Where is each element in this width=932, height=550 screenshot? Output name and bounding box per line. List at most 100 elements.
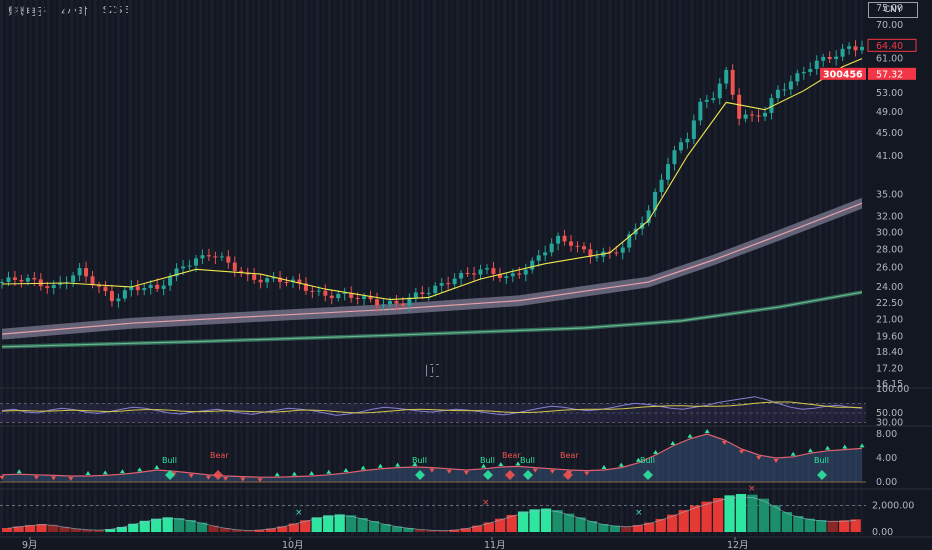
macd-bar <box>644 522 655 532</box>
candle-body <box>19 279 24 282</box>
candle-body <box>116 298 121 302</box>
macd-bar <box>139 520 150 532</box>
macd-bar <box>414 529 426 532</box>
background-stripe <box>280 0 284 535</box>
macd-bar <box>563 513 575 532</box>
background-stripe <box>81 0 86 535</box>
macd-bar <box>552 510 563 532</box>
candle-body <box>620 247 625 253</box>
macd-bar <box>174 518 185 532</box>
background-stripe <box>625 0 630 535</box>
candle-body <box>109 291 114 302</box>
candle-body <box>814 60 819 69</box>
background-stripe <box>380 0 384 535</box>
macd-bar <box>655 518 666 532</box>
background-stripe <box>707 0 712 535</box>
background-stripe <box>5 0 10 535</box>
background-stripe <box>737 0 741 535</box>
rsi-axis-tick: 30.00 <box>876 418 903 429</box>
macd-bar <box>735 494 747 532</box>
background-stripe <box>64 0 68 535</box>
candle-body <box>763 112 768 117</box>
time-axis-tick: 11月 <box>484 540 506 550</box>
background-stripe <box>754 0 758 535</box>
trend-up-marker <box>326 469 332 474</box>
macd-bar <box>24 525 36 532</box>
candle-body <box>142 288 147 291</box>
price-axis-tick: 32.00 <box>876 212 903 223</box>
background-stripe <box>228 0 232 535</box>
macd-bar <box>495 518 506 532</box>
macd-bar <box>254 529 265 532</box>
price-axis-tick: 17.20 <box>876 364 903 375</box>
rsi-line <box>1 396 863 416</box>
candle-body <box>439 283 444 286</box>
background-stripe <box>274 0 279 535</box>
background-stripe <box>438 0 442 535</box>
background-stripe <box>421 0 425 535</box>
candle-body <box>252 274 257 280</box>
background-stripe <box>432 0 437 535</box>
trend-down-marker <box>223 477 229 481</box>
background-stripe <box>204 0 208 535</box>
macd-bar <box>712 498 724 532</box>
candle-body <box>549 243 554 253</box>
price-axis-tick: 35.00 <box>876 190 903 201</box>
bull-signal-label: Bull <box>162 456 177 465</box>
trend-down-marker <box>51 476 57 481</box>
trend-down-marker <box>205 475 211 480</box>
background-stripe <box>807 0 811 535</box>
background-stripe <box>748 0 752 535</box>
candle-body <box>303 283 308 291</box>
trend-up-marker <box>481 463 487 468</box>
macd-bar <box>300 520 311 532</box>
background-stripe <box>555 0 559 535</box>
candle-body <box>452 278 457 285</box>
trend-up-marker <box>618 462 624 467</box>
candle-body <box>491 268 496 275</box>
candle-body <box>213 256 218 258</box>
background-stripe <box>462 0 466 535</box>
candle-body <box>769 98 774 113</box>
background-stripe <box>538 0 542 535</box>
timeframe-label[interactable]: 4小时 <box>61 6 88 18</box>
symbol-tag-price-label: 57.32 <box>876 69 903 80</box>
background-stripe <box>87 0 91 535</box>
candle-body <box>510 273 515 277</box>
candle-body <box>336 293 341 299</box>
background-stripe <box>356 0 361 535</box>
candle-body <box>711 98 716 100</box>
macd-bar <box>105 529 116 532</box>
candle-body <box>827 56 832 60</box>
rsi-signal-line <box>1 401 863 414</box>
bear-signal-diamond <box>213 470 223 480</box>
background-stripe <box>58 0 62 535</box>
candle-body <box>750 114 755 116</box>
background-stripe <box>620 0 624 535</box>
price-axis-tick: 49.00 <box>876 107 903 118</box>
candle-body <box>394 300 399 304</box>
macd-bar <box>678 510 689 532</box>
trend-up-marker <box>154 465 160 469</box>
background-stripe <box>403 0 407 535</box>
macd-bar <box>368 521 380 532</box>
candle-body <box>685 138 690 143</box>
bull-signal-diamond <box>165 470 175 480</box>
bull-signal-label: Bull <box>814 456 829 465</box>
candle-body <box>834 56 839 60</box>
currency-button[interactable]: CNY <box>868 2 918 18</box>
background-stripe <box>760 0 764 535</box>
candle-body <box>704 99 709 102</box>
trend-down-marker <box>446 469 452 474</box>
candle-body <box>51 284 56 289</box>
trend-up-marker <box>360 465 366 470</box>
background-stripe <box>824 0 829 535</box>
symbol-tag-price-box <box>868 67 916 80</box>
candle-body <box>226 256 231 263</box>
candle-body <box>478 269 483 275</box>
macd-bar <box>265 528 276 532</box>
background-stripe <box>152 0 156 535</box>
candle-body <box>666 164 671 180</box>
candle-body <box>161 285 166 289</box>
